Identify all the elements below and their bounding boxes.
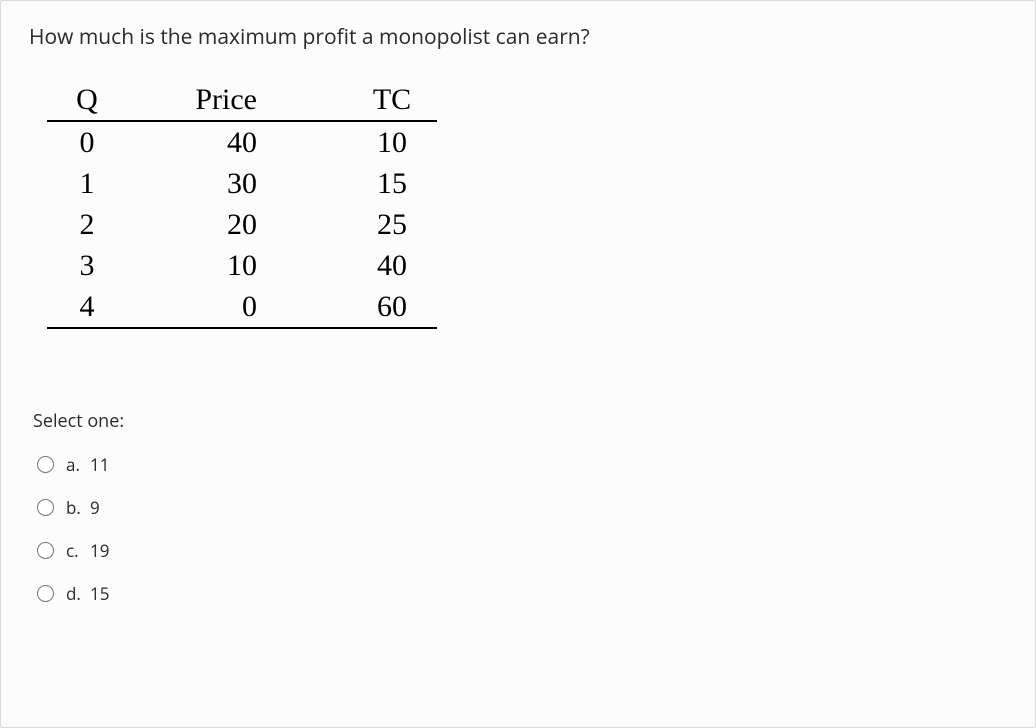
option-letter: c. <box>66 539 90 562</box>
table-row: 4 0 60 <box>47 286 437 328</box>
option-letter: d. <box>66 582 90 605</box>
option-a[interactable]: a. 11 <box>37 453 1007 476</box>
table-row: 0 40 10 <box>47 121 437 163</box>
col-header-tc: TC <box>347 79 437 121</box>
select-one-label: Select one: <box>33 409 1007 433</box>
cell-tc: 40 <box>347 245 437 286</box>
col-header-q: Q <box>47 79 127 121</box>
option-c[interactable]: c. 19 <box>37 539 1007 562</box>
option-text: 15 <box>90 582 109 605</box>
option-d-radio[interactable] <box>37 585 54 602</box>
option-text: 11 <box>90 453 109 476</box>
option-b-radio[interactable] <box>37 499 54 516</box>
option-d[interactable]: d. 15 <box>37 582 1007 605</box>
option-letter: a. <box>66 453 90 476</box>
cell-price: 40 <box>127 121 257 163</box>
table-row: 2 20 25 <box>47 204 437 245</box>
option-b[interactable]: b. 9 <box>37 496 1007 519</box>
cell-tc: 15 <box>347 163 437 204</box>
cell-q: 3 <box>47 245 127 286</box>
cell-q: 2 <box>47 204 127 245</box>
cell-q: 0 <box>47 121 127 163</box>
col-header-gap <box>257 79 347 121</box>
option-c-radio[interactable] <box>37 542 54 559</box>
cell-price: 30 <box>127 163 257 204</box>
option-letter: b. <box>66 496 90 519</box>
question-card: How much is the maximum profit a monopol… <box>0 0 1036 728</box>
cell-price: 10 <box>127 245 257 286</box>
option-text: 19 <box>90 539 109 562</box>
cell-tc: 25 <box>347 204 437 245</box>
cell-price: 0 <box>127 286 257 328</box>
options-group: a. 11 b. 9 c. 19 d. 15 <box>37 453 1007 605</box>
cell-price: 20 <box>127 204 257 245</box>
table-header-row: Q Price TC <box>47 79 437 121</box>
option-a-radio[interactable] <box>37 456 54 473</box>
col-header-price: Price <box>127 79 257 121</box>
table-row: 1 30 15 <box>47 163 437 204</box>
cell-q: 4 <box>47 286 127 328</box>
cell-tc: 60 <box>347 286 437 328</box>
cell-tc: 10 <box>347 121 437 163</box>
table-row: 3 10 40 <box>47 245 437 286</box>
data-table: Q Price TC 0 40 10 1 30 15 2 20 <box>47 79 437 329</box>
option-text: 9 <box>90 496 100 519</box>
cell-q: 1 <box>47 163 127 204</box>
question-prompt: How much is the maximum profit a monopol… <box>29 23 1007 51</box>
